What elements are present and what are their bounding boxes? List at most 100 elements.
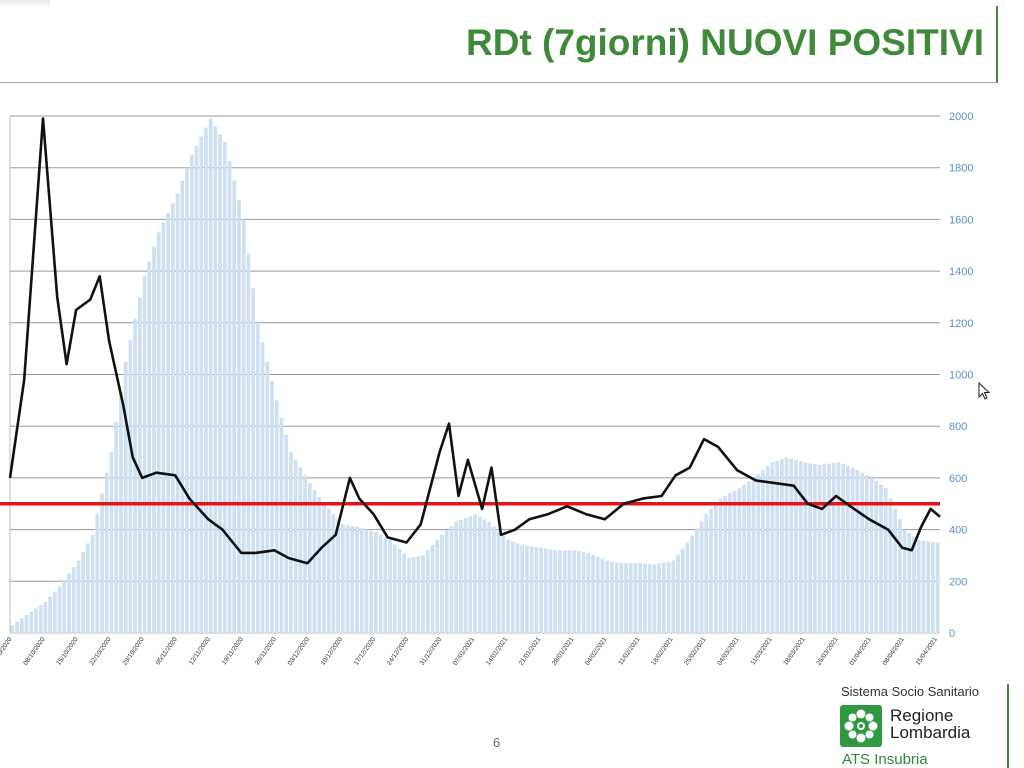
bar [718, 498, 723, 633]
y-tick-label: 200 [949, 576, 967, 588]
bar [128, 340, 133, 633]
bar [841, 464, 846, 633]
x-tick-label: 22/10/2020 [88, 636, 113, 667]
bar [864, 475, 869, 633]
x-tick-label: 05/11/2020 [155, 636, 179, 667]
bar [289, 452, 293, 633]
bar [657, 563, 661, 633]
bar [798, 461, 803, 633]
bar [737, 488, 742, 633]
bar [935, 542, 940, 633]
bar [435, 539, 440, 633]
bar [71, 567, 76, 633]
bar [775, 460, 779, 633]
bar [48, 596, 52, 633]
bar [529, 546, 534, 633]
y-tick-label: 400 [949, 525, 967, 537]
bar [336, 519, 340, 633]
title-frame [0, 6, 998, 83]
y-tick-label: 1800 [949, 163, 973, 175]
x-tick-label: 15/10/2020 [55, 636, 80, 667]
bar [76, 560, 81, 633]
bar [525, 545, 529, 633]
bar [355, 527, 359, 633]
bar [756, 474, 761, 633]
bar [345, 525, 350, 633]
bar [794, 459, 798, 633]
bar [156, 232, 161, 633]
bar [742, 484, 746, 633]
x-tick-label: 08/04/2021 [881, 636, 906, 667]
bar [369, 530, 374, 633]
bar [251, 288, 255, 633]
bar [440, 534, 444, 633]
bar [595, 556, 600, 633]
bar [24, 614, 29, 633]
bar [482, 519, 487, 633]
bar [322, 503, 326, 633]
x-tick-label: 26/11/2020 [254, 636, 278, 667]
bar [421, 555, 425, 633]
slide-title: RDt (7giorni) NUOVI POSITIVI [465, 22, 984, 63]
bar-group [10, 118, 940, 634]
bar [307, 483, 312, 633]
bar [227, 161, 232, 634]
bar [119, 391, 123, 633]
bar [661, 562, 666, 633]
bar [374, 532, 378, 633]
bar [515, 543, 520, 633]
bar [218, 134, 222, 633]
bar [822, 464, 827, 633]
bar [723, 495, 728, 633]
bar [284, 434, 289, 633]
bar [458, 519, 463, 633]
bar [916, 539, 921, 633]
bar [43, 601, 48, 633]
bar [449, 526, 454, 633]
bar [298, 467, 303, 633]
chart: 0 200 400 600 800 1000 1200 1400 1600 1800 2000 01/… [0, 111, 973, 667]
bar [364, 529, 369, 633]
bar [558, 550, 562, 633]
bar [416, 556, 421, 633]
bar [222, 141, 227, 633]
x-tick-label: 14/01/2021 [485, 636, 510, 667]
bar [860, 472, 864, 633]
bar [350, 526, 355, 633]
bar [874, 481, 879, 633]
page-number: 6 [493, 735, 501, 750]
x-tick-label: 18/03/2021 [782, 636, 807, 667]
bar [279, 417, 284, 633]
bar [784, 457, 789, 633]
bar [255, 322, 260, 633]
bar [624, 563, 628, 633]
bar [765, 466, 770, 633]
bar [232, 180, 237, 633]
bar [204, 127, 208, 633]
bar [331, 514, 336, 633]
bar [869, 477, 874, 633]
x-tick-label: 04/03/2021 [716, 636, 741, 667]
bar [671, 560, 676, 633]
bar [680, 548, 685, 633]
bar [666, 561, 671, 633]
bar [907, 533, 912, 633]
x-tick-label: 25/02/2021 [683, 636, 708, 667]
bar [265, 361, 270, 633]
bar [213, 126, 218, 633]
bar [468, 516, 473, 633]
bar [831, 463, 836, 633]
bar [137, 297, 142, 633]
bar [539, 547, 543, 633]
bar [274, 400, 279, 633]
bar [567, 550, 572, 633]
bar [62, 580, 67, 633]
bar [487, 521, 492, 633]
bar [591, 554, 595, 633]
bar [605, 560, 610, 633]
bar [676, 554, 680, 633]
x-tick-label: 04/02/2021 [584, 636, 609, 667]
x-tick-label: 01/04/2021 [848, 636, 873, 667]
y-tick-label: 0 [949, 628, 955, 640]
bar [576, 551, 581, 633]
